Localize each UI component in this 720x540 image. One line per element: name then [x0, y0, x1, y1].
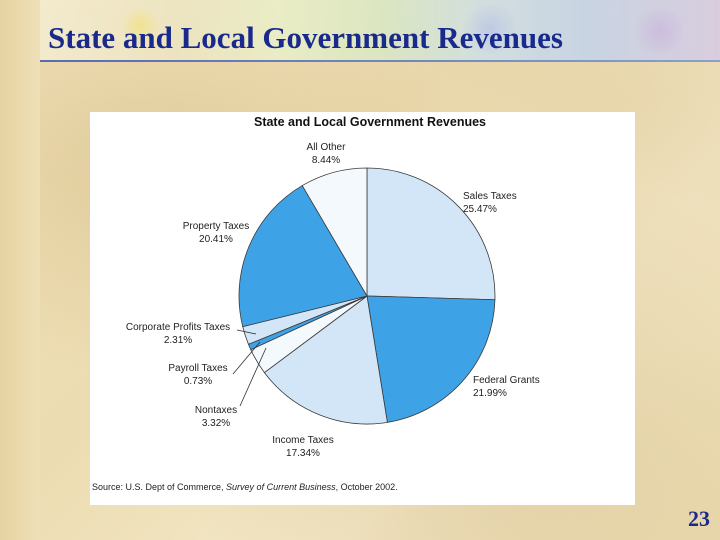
pie-chart: State and Local Government Revenues Sale…: [92, 115, 540, 492]
slice-value-label: 3.32%: [202, 418, 230, 429]
chart-source: Source: U.S. Dept of Commerce, Survey of…: [92, 482, 398, 492]
slice-value-label: 20.41%: [199, 234, 233, 245]
slice-value-label: 2.31%: [164, 335, 192, 346]
slice-value-label: 17.34%: [286, 448, 320, 459]
pie-slice-federal-grants: [366, 295, 496, 423]
slice-value-label: 0.73%: [184, 376, 212, 387]
slice-label: Corporate Profits Taxes: [126, 322, 230, 333]
pie-slice-sales-taxes: [366, 167, 496, 301]
slide-number: 23: [688, 506, 710, 531]
slide-left-band: [0, 0, 40, 540]
flower-decoration: [630, 8, 690, 54]
leader-line: [236, 329, 257, 335]
slice-value-label: 25.47%: [463, 204, 497, 215]
leader-line: [239, 347, 267, 407]
slide-title: State and Local Government Revenues: [48, 20, 563, 55]
pie-slice-property-taxes: [238, 185, 368, 328]
header-banner: [40, 0, 720, 62]
pie-slices: [238, 167, 496, 425]
pie-slice-income-taxes: [263, 295, 388, 425]
slice-label: Income Taxes: [272, 435, 334, 446]
slice-value-label: 21.99%: [473, 388, 507, 399]
slice-value-label: 8.44%: [312, 155, 340, 166]
slice-label: Nontaxes: [195, 405, 237, 416]
flower-decoration: [460, 4, 520, 54]
leader-lines: [232, 329, 267, 407]
leader-line: [232, 341, 261, 375]
slice-label: Federal Grants: [473, 375, 540, 386]
pie-slice-all-other: [301, 167, 368, 298]
slice-label: Property Taxes: [183, 221, 250, 232]
slice-labels: Sales Taxes 25.47% Federal Grants 21.99% Inc…: [126, 142, 540, 459]
flower-decoration: [120, 6, 160, 46]
slice-label: Payroll Taxes: [168, 363, 227, 374]
slice-label: All Other: [307, 142, 347, 153]
slice-label: Sales Taxes: [463, 191, 517, 202]
chart-title: State and Local Government Revenues: [254, 115, 486, 129]
title-divider: [40, 60, 720, 62]
chart-panel: State and Local Government Revenues Sale…: [90, 112, 635, 505]
